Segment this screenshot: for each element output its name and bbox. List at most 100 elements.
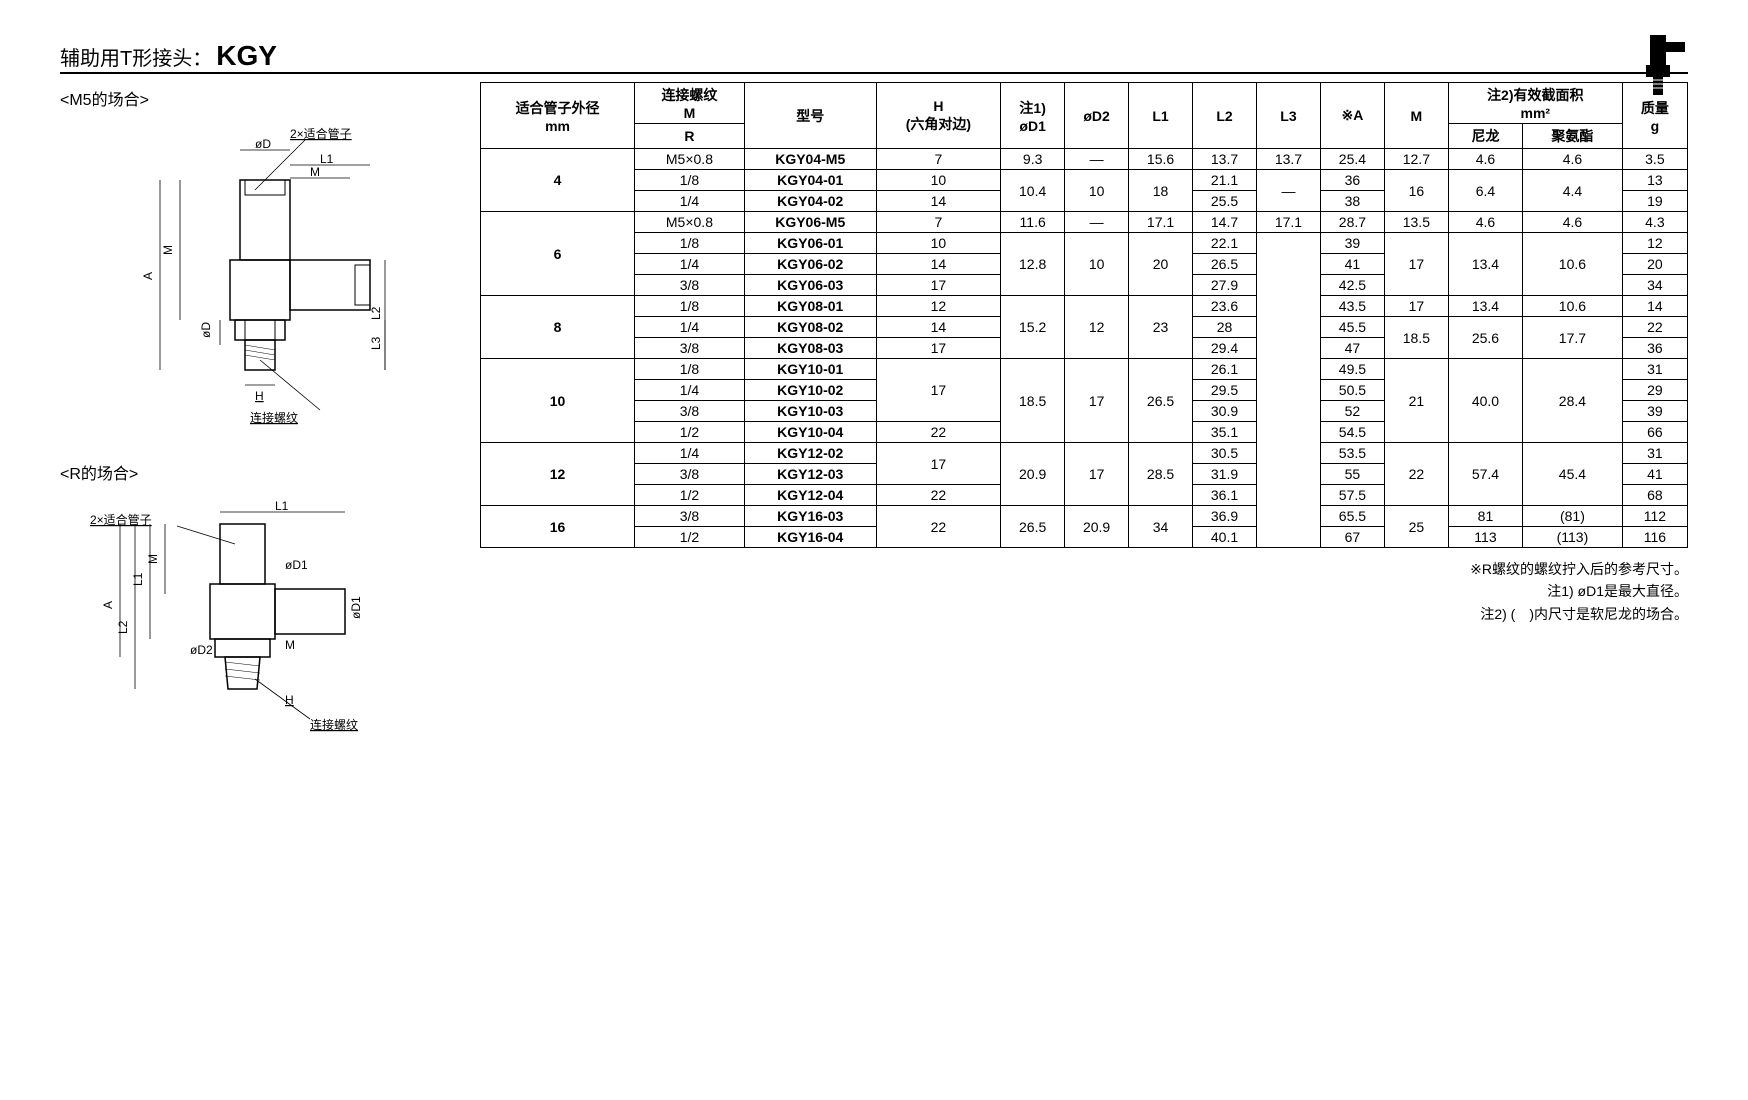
cell-a: 52	[1320, 401, 1384, 422]
cell-thread: 1/2	[635, 527, 745, 548]
table-cell: 17	[876, 275, 1000, 296]
table-cell: 17	[1384, 296, 1448, 317]
cell-thread: 3/8	[635, 506, 745, 527]
cell-thread: 1/4	[635, 254, 745, 275]
cell-model: KGY12-03	[744, 464, 876, 485]
cell-model: KGY10-03	[744, 401, 876, 422]
cell-thread: 1/4	[635, 317, 745, 338]
th-d2: øD2	[1065, 83, 1129, 149]
th-thread: 连接螺纹M	[635, 83, 745, 124]
spec-table: 适合管子外径mm 连接螺纹M 型号 H(六角对边) 注1)øD1 øD2 L1 …	[480, 82, 1688, 548]
table-cell: 14	[876, 254, 1000, 275]
table-row: 121/4KGY12-021720.91728.530.553.52257.44…	[481, 443, 1688, 464]
cell-model: KGY08-02	[744, 317, 876, 338]
table-cell: 22	[1384, 443, 1448, 506]
table-cell: 10	[1065, 170, 1129, 212]
cell-l2: 28	[1193, 317, 1257, 338]
table-cell: 17	[1065, 359, 1129, 443]
cell-l2: 26.5	[1193, 254, 1257, 275]
svg-text:M: M	[285, 638, 295, 652]
table-row: 163/8KGY16-032226.520.93436.965.52581(81…	[481, 506, 1688, 527]
cell-a: 55	[1320, 464, 1384, 485]
cell-mass: 22	[1622, 317, 1687, 338]
svg-text:L1: L1	[320, 152, 334, 166]
cell-model: KGY16-03	[744, 506, 876, 527]
cell-mass: 3.5	[1622, 149, 1687, 170]
cell-thread: 1/4	[635, 443, 745, 464]
table-cell: 17.7	[1523, 317, 1623, 359]
cell-model: KGY10-01	[744, 359, 876, 380]
table-cell: 25.6	[1448, 317, 1522, 359]
th-pu: 聚氨酯	[1523, 124, 1623, 149]
table-cell: —	[1256, 170, 1320, 212]
cell-a: 47	[1320, 338, 1384, 359]
cell-thread: 1/4	[635, 380, 745, 401]
table-cell: 6.4	[1448, 170, 1522, 212]
table-cell: 17	[876, 443, 1000, 485]
cell-model: KGY10-02	[744, 380, 876, 401]
header-code: KGY	[216, 40, 277, 72]
svg-text:2×适合管子: 2×适合管子	[90, 512, 152, 527]
table-cell: 34	[1129, 506, 1193, 548]
table-cell: 17.1	[1129, 212, 1193, 233]
table-cell: 113	[1448, 527, 1522, 548]
cell-a: 65.5	[1320, 506, 1384, 527]
cell-l2: 14.7	[1193, 212, 1257, 233]
cell-mass: 34	[1622, 275, 1687, 296]
th-model: 型号	[744, 83, 876, 149]
cell-model: KGY08-01	[744, 296, 876, 317]
cell-l2: 23.6	[1193, 296, 1257, 317]
th-h: H(六角对边)	[876, 83, 1000, 149]
cell-a: 50.5	[1320, 380, 1384, 401]
r-diagram-label: <R的场合>	[60, 460, 440, 484]
table-cell: 81	[1448, 506, 1522, 527]
svg-text:M: M	[161, 245, 175, 255]
cell-mass: 14	[1622, 296, 1687, 317]
cell-od: 10	[481, 359, 635, 443]
svg-text:A: A	[101, 601, 115, 609]
table-cell: 12	[1065, 296, 1129, 359]
th-l1: L1	[1129, 83, 1193, 149]
cell-thread: 1/4	[635, 191, 745, 212]
cell-mass: 19	[1622, 191, 1687, 212]
table-cell: 26.5	[1129, 359, 1193, 443]
table-cell: 13.4	[1448, 233, 1522, 296]
cell-a: 41	[1320, 254, 1384, 275]
table-cell: 23	[1129, 296, 1193, 359]
cell-l2: 25.5	[1193, 191, 1257, 212]
table-cell: —	[1065, 212, 1129, 233]
cell-model: KGY06-01	[744, 233, 876, 254]
table-cell: 13.5	[1384, 212, 1448, 233]
table-cell: 4.6	[1448, 149, 1522, 170]
table-cell: 17	[876, 359, 1000, 422]
cell-a: 38	[1320, 191, 1384, 212]
cell-mass: 31	[1622, 359, 1687, 380]
cell-mass: 4.3	[1622, 212, 1687, 233]
th-area: 注2)有效截面积mm²	[1448, 83, 1622, 124]
data-panel: 适合管子外径mm 连接螺纹M 型号 H(六角对边) 注1)øD1 øD2 L1 …	[480, 82, 1688, 774]
cell-mass: 20	[1622, 254, 1687, 275]
cell-thread: 3/8	[635, 464, 745, 485]
table-cell: 22	[876, 422, 1000, 443]
cell-l2: 35.1	[1193, 422, 1257, 443]
cell-thread: M5×0.8	[635, 149, 745, 170]
table-cell: 10	[1065, 233, 1129, 296]
cell-thread: M5×0.8	[635, 212, 745, 233]
cell-thread: 1/2	[635, 422, 745, 443]
cell-model: KGY10-04	[744, 422, 876, 443]
cell-l2: 40.1	[1193, 527, 1257, 548]
table-cell: 26.5	[1001, 506, 1065, 548]
table-cell: 10.4	[1001, 170, 1065, 212]
cell-mass: 31	[1622, 443, 1687, 464]
table-row: 1/8KGY04-011010.4101821.1—36166.44.413	[481, 170, 1688, 191]
table-cell: 28.4	[1523, 359, 1623, 443]
cell-mass: 13	[1622, 170, 1687, 191]
svg-text:L2: L2	[369, 306, 383, 320]
table-cell: 4.4	[1523, 170, 1623, 212]
table-cell: 15.2	[1001, 296, 1065, 359]
cell-model: KGY12-02	[744, 443, 876, 464]
table-cell: 10.6	[1523, 296, 1623, 317]
svg-text:øD2: øD2	[190, 643, 213, 657]
table-cell: 16	[1384, 170, 1448, 212]
cell-model: KGY06-M5	[744, 212, 876, 233]
